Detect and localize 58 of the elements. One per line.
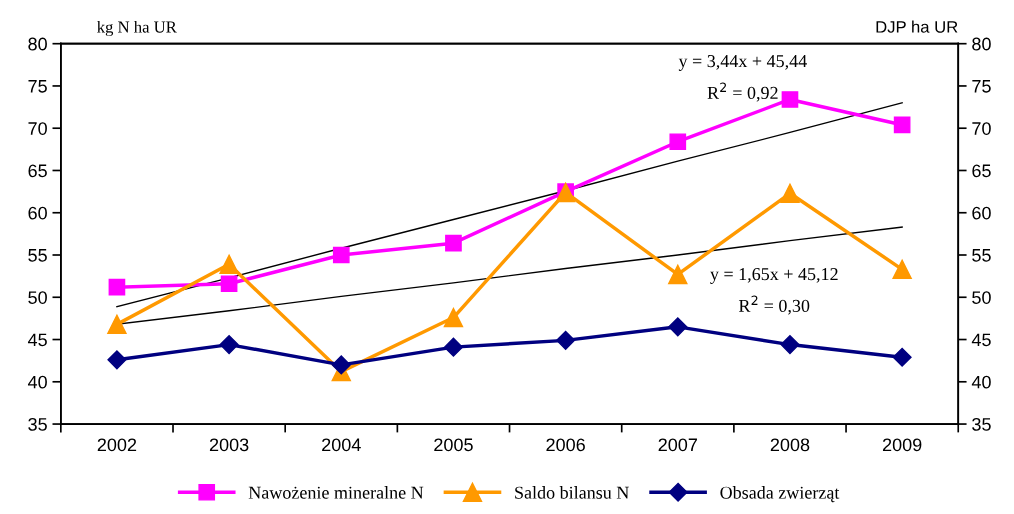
y-tick-label: 60 — [28, 206, 47, 220]
x-tick-label: 2004 — [322, 438, 361, 452]
point — [668, 264, 688, 285]
point — [668, 317, 688, 337]
y-tick-label: 65 — [28, 164, 47, 178]
x-tick-label: 2007 — [658, 438, 697, 452]
y-tick-label: 55 — [28, 249, 47, 262]
y-tick-label: 80 — [28, 37, 47, 51]
y-tick-label: 70 — [28, 122, 47, 135]
point — [893, 116, 911, 134]
point — [220, 275, 238, 293]
y2-tick-label: 40 — [971, 375, 991, 389]
point — [219, 335, 239, 355]
point — [445, 234, 462, 252]
y-tick-label: 45 — [27, 333, 47, 347]
y2-tick-label: 60 — [972, 206, 991, 220]
point — [107, 314, 127, 335]
y-tick-label: 50 — [28, 291, 47, 304]
y2-tick-label: 80 — [972, 37, 991, 51]
point — [556, 330, 576, 350]
y-tick-label: 40 — [27, 375, 47, 389]
legend-label: Obsada zwierząt — [720, 486, 840, 503]
y2-tick-label: 55 — [972, 249, 991, 262]
point — [331, 355, 351, 375]
legend-label: Nawożenie mineralne N — [248, 486, 424, 499]
x-tick-label: 2005 — [434, 438, 473, 452]
y2-tick-label: 50 — [972, 291, 991, 304]
y-axis-title: kg N ha UR — [97, 20, 177, 37]
x-tick-label: 2006 — [546, 438, 585, 452]
point — [780, 335, 800, 355]
legend-label: Saldo bilansu N — [515, 486, 629, 499]
point — [443, 307, 464, 328]
point — [219, 254, 239, 275]
annotation: y = 3,44x + 45,44 — [678, 55, 807, 71]
y2-axis-title: DJP ha UR — [876, 20, 958, 33]
point — [107, 350, 127, 370]
y2-tick-label: 65 — [972, 164, 991, 178]
y-tick-label: 35 — [28, 417, 47, 431]
point — [669, 133, 687, 151]
point — [332, 246, 350, 264]
y-tick-label: 75 — [28, 80, 47, 93]
point — [780, 183, 800, 204]
y2-tick-label: 70 — [972, 122, 991, 135]
x-tick-label: 2002 — [97, 438, 137, 452]
point — [892, 259, 912, 280]
x-tick-label: 2009 — [882, 438, 922, 452]
annotation: y = 1,65x + 45,12 — [710, 268, 838, 284]
annotation: R$^{2}$ = 0,30 — [738, 295, 810, 315]
y2-tick-label: 45 — [971, 333, 991, 347]
annotation: R$^{2}$ = 0,92 — [707, 82, 778, 102]
y2-tick-label: 35 — [972, 417, 991, 431]
y2-tick-label: 75 — [972, 80, 991, 93]
point — [443, 337, 463, 357]
point — [892, 347, 912, 367]
x-tick-label: 2003 — [209, 438, 249, 452]
x-tick-label: 2008 — [770, 438, 810, 452]
point — [781, 91, 799, 108]
point — [108, 278, 126, 296]
